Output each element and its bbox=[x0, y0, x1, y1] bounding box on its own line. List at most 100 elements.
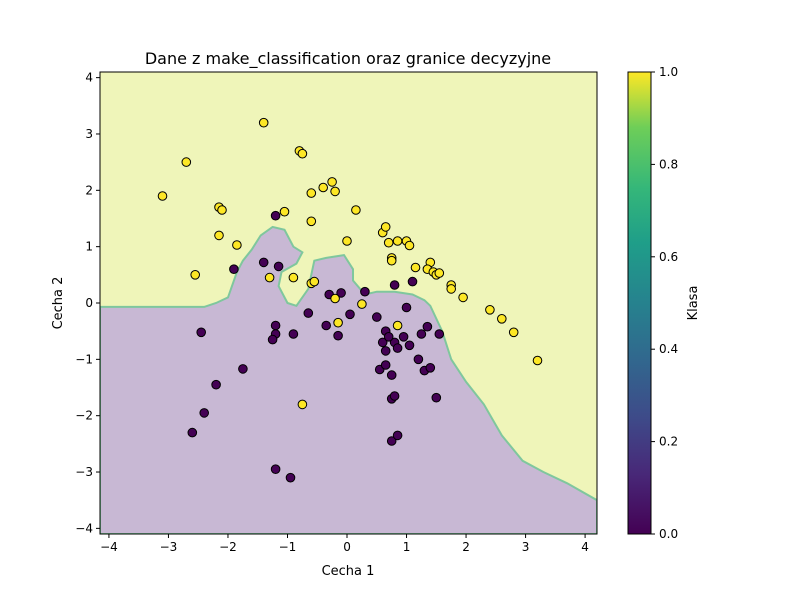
data-point-class-1 bbox=[258, 117, 269, 128]
colorbar-ticks: 0.0 0.2 0.4 0.6 0.8 1.0 bbox=[651, 65, 678, 541]
data-point-class-1 bbox=[458, 292, 468, 303]
data-point-class-0 bbox=[199, 408, 209, 418]
data-point-class-1 bbox=[410, 262, 421, 273]
y-tick-label: 0 bbox=[85, 296, 93, 310]
colorbar-tick-label: 0.0 bbox=[659, 527, 678, 541]
decision-region-class-0 bbox=[100, 225, 597, 534]
data-point-class-1 bbox=[309, 276, 320, 287]
y-axis-label: Cecha 2 bbox=[51, 277, 66, 330]
y-tick-label: 3 bbox=[85, 127, 93, 141]
data-point-class-1 bbox=[327, 177, 337, 187]
x-tick-label: 4 bbox=[581, 540, 589, 554]
data-point-class-1 bbox=[330, 186, 340, 197]
data-point-class-1 bbox=[434, 268, 445, 278]
colorbar-tick-label: 0.6 bbox=[659, 250, 678, 264]
data-point-class-0 bbox=[333, 330, 343, 341]
data-point-class-0 bbox=[401, 302, 412, 313]
data-point-class-1 bbox=[288, 272, 299, 283]
data-point-class-1 bbox=[351, 205, 361, 215]
data-point-class-1 bbox=[279, 206, 290, 217]
data-point-class-0 bbox=[398, 332, 409, 342]
data-point-class-1 bbox=[190, 270, 200, 280]
data-point-class-0 bbox=[386, 370, 397, 380]
data-point-class-1 bbox=[306, 188, 317, 198]
data-point-class-0 bbox=[392, 343, 403, 353]
data-point-class-1 bbox=[392, 236, 403, 246]
data-point-class-1 bbox=[386, 255, 397, 266]
x-axis-label: Cecha 1 bbox=[322, 564, 375, 579]
data-point-class-1 bbox=[181, 157, 192, 167]
data-point-class-0 bbox=[434, 329, 445, 339]
x-tick-label: −3 bbox=[160, 540, 178, 554]
data-point-class-1 bbox=[232, 240, 242, 250]
data-point-class-1 bbox=[485, 305, 495, 315]
data-point-class-0 bbox=[407, 276, 418, 287]
chart-title: Dane z make_classification oraz granice … bbox=[145, 49, 551, 69]
data-point-class-1 bbox=[532, 355, 543, 366]
data-point-class-0 bbox=[404, 340, 415, 351]
y-tick-label: −1 bbox=[75, 352, 93, 366]
colorbar-tick-label: 1.0 bbox=[659, 65, 678, 79]
data-point-class-0 bbox=[303, 308, 314, 318]
data-point-class-0 bbox=[270, 464, 281, 475]
data-point-class-0 bbox=[386, 436, 397, 446]
data-point-class-1 bbox=[330, 293, 340, 304]
data-point-class-1 bbox=[318, 182, 329, 193]
data-point-class-0 bbox=[416, 329, 427, 339]
data-point-class-1 bbox=[333, 317, 343, 328]
colorbar-tick-label: 0.2 bbox=[659, 435, 678, 449]
data-point-class-1 bbox=[297, 399, 308, 410]
data-point-class-1 bbox=[392, 320, 403, 331]
data-point-class-0 bbox=[392, 430, 403, 441]
x-tick-label: 2 bbox=[462, 540, 470, 554]
data-point-class-0 bbox=[238, 364, 248, 374]
data-point-class-0 bbox=[229, 264, 239, 275]
data-point-class-1 bbox=[306, 216, 317, 227]
data-point-class-1 bbox=[157, 191, 168, 201]
colorbar: 0.0 0.2 0.4 0.6 0.8 1.0 Klasa bbox=[627, 65, 701, 541]
x-tick-label: −4 bbox=[100, 540, 118, 554]
data-point-class-0 bbox=[285, 472, 296, 483]
colorbar-gradient bbox=[627, 71, 652, 535]
data-point-class-0 bbox=[383, 332, 394, 342]
data-point-class-0 bbox=[270, 320, 281, 331]
data-point-class-0 bbox=[377, 337, 388, 348]
plot-area bbox=[100, 72, 597, 534]
y-tick-label: 1 bbox=[85, 240, 93, 254]
x-tick-label: 1 bbox=[403, 540, 411, 554]
x-tick-label: 0 bbox=[343, 540, 351, 554]
data-point-class-0 bbox=[258, 257, 269, 268]
y-tick-label: −2 bbox=[75, 409, 93, 423]
data-point-class-1 bbox=[508, 327, 519, 338]
x-tick-label: −1 bbox=[279, 540, 297, 554]
data-point-class-0 bbox=[187, 427, 198, 438]
data-point-class-0 bbox=[321, 320, 332, 331]
data-point-class-0 bbox=[267, 334, 278, 345]
data-point-class-1 bbox=[383, 237, 394, 248]
colorbar-label: Klasa bbox=[686, 286, 701, 321]
data-point-class-1 bbox=[446, 284, 457, 294]
data-point-class-1 bbox=[357, 299, 367, 309]
x-axis-ticks: −4 −3 −2 −1 0 1 2 3 4 bbox=[100, 534, 589, 554]
data-point-class-0 bbox=[345, 309, 355, 320]
x-tick-label: −2 bbox=[219, 540, 237, 554]
data-point-class-1 bbox=[297, 148, 308, 159]
data-point-class-1 bbox=[264, 272, 275, 283]
data-point-class-1 bbox=[404, 240, 415, 251]
data-point-class-1 bbox=[380, 222, 391, 232]
y-axis-ticks: −4 −3 −2 −1 0 1 2 3 4 bbox=[75, 71, 100, 535]
colorbar-tick-label: 0.4 bbox=[659, 342, 678, 356]
y-tick-label: 2 bbox=[85, 183, 93, 197]
data-point-class-1 bbox=[497, 314, 507, 324]
y-tick-label: −3 bbox=[75, 465, 93, 479]
data-point-class-0 bbox=[336, 288, 346, 298]
data-point-class-1 bbox=[217, 205, 227, 215]
data-point-class-1 bbox=[342, 236, 352, 246]
data-point-class-0 bbox=[389, 280, 400, 290]
data-point-class-0 bbox=[431, 392, 442, 403]
scatter-points bbox=[157, 117, 543, 483]
y-tick-label: −4 bbox=[75, 521, 93, 535]
x-tick-label: 3 bbox=[522, 540, 530, 554]
